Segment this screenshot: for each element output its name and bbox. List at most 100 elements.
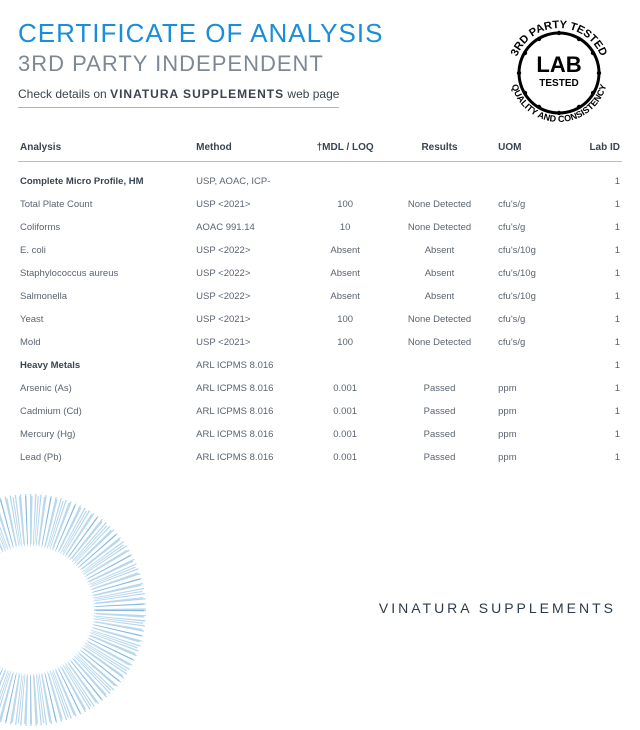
table-cell: Complete Micro Profile, HM: [18, 162, 194, 194]
table-cell: USP <2022>: [194, 262, 307, 285]
table-cell: Salmonella: [18, 285, 194, 308]
table-cell: cfu's/10g: [496, 285, 571, 308]
table-cell: ARL ICPMS 8.016: [194, 354, 307, 377]
decorative-ring: [0, 490, 150, 730]
check-suffix: web page: [284, 87, 339, 101]
table-cell: [307, 162, 382, 194]
table-cell: None Detected: [383, 193, 496, 216]
table-cell: 1: [572, 331, 622, 354]
table-cell: USP <2022>: [194, 285, 307, 308]
table-cell: cfu's/10g: [496, 239, 571, 262]
table-cell: Absent: [383, 285, 496, 308]
table-row: E. coliUSP <2022>AbsentAbsentcfu's/10g1: [18, 239, 622, 262]
table-cell: cfu's/g: [496, 308, 571, 331]
table-header-cell: Method: [194, 136, 307, 162]
table-cell: 0.001: [307, 423, 382, 446]
table-header-cell: Results: [383, 136, 496, 162]
table-cell: ppm: [496, 377, 571, 400]
table-cell: 1: [572, 308, 622, 331]
table-cell: [383, 162, 496, 194]
table-cell: [496, 162, 571, 194]
table-cell: Passed: [383, 377, 496, 400]
table-cell: 1: [572, 354, 622, 377]
table-cell: Arsenic (As): [18, 377, 194, 400]
table-cell: Absent: [383, 262, 496, 285]
table-row: MoldUSP <2021>100None Detectedcfu's/g1: [18, 331, 622, 354]
table-cell: USP <2021>: [194, 308, 307, 331]
table-cell: 100: [307, 193, 382, 216]
table-cell: 0.001: [307, 446, 382, 469]
table-cell: None Detected: [383, 308, 496, 331]
table-cell: Cadmium (Cd): [18, 400, 194, 423]
table-cell: [307, 354, 382, 377]
table-cell: Absent: [307, 285, 382, 308]
table-cell: Passed: [383, 446, 496, 469]
table-cell: cfu's/g: [496, 331, 571, 354]
table-row: Mercury (Hg)ARL ICPMS 8.0160.001Passedpp…: [18, 423, 622, 446]
table-cell: [383, 354, 496, 377]
table-cell: Absent: [307, 239, 382, 262]
table-cell: E. coli: [18, 239, 194, 262]
analysis-table-wrap: AnalysisMethod†MDL / LOQResultsUOMLab ID…: [0, 108, 640, 469]
table-cell: USP, AOAC, ICP-: [194, 162, 307, 194]
lab-tested-badge: 3RD PARTY TESTED QUALITY AND CONSISTENCY…: [496, 10, 622, 136]
table-cell: 1: [572, 262, 622, 285]
table-cell: Staphylococcus aureus: [18, 262, 194, 285]
table-cell: 0.001: [307, 377, 382, 400]
table-cell: ppm: [496, 400, 571, 423]
table-cell: 1: [572, 239, 622, 262]
footer-brand: VINATURA SUPPLEMENTS: [379, 600, 616, 616]
table-cell: 100: [307, 331, 382, 354]
table-header-cell: Analysis: [18, 136, 194, 162]
table-row: Staphylococcus aureusUSP <2022>AbsentAbs…: [18, 262, 622, 285]
table-cell: cfu's/g: [496, 193, 571, 216]
table-header-cell: UOM: [496, 136, 571, 162]
table-cell: Passed: [383, 400, 496, 423]
table-cell: Passed: [383, 423, 496, 446]
table-header-cell: †MDL / LOQ: [307, 136, 382, 162]
analysis-table: AnalysisMethod†MDL / LOQResultsUOMLab ID…: [18, 136, 622, 469]
table-row: Complete Micro Profile, HMUSP, AOAC, ICP…: [18, 162, 622, 194]
table-cell: ppm: [496, 423, 571, 446]
table-cell: 1: [572, 446, 622, 469]
table-cell: AOAC 991.14: [194, 216, 307, 239]
table-cell: 1: [572, 216, 622, 239]
table-row: Arsenic (As)ARL ICPMS 8.0160.001Passedpp…: [18, 377, 622, 400]
table-cell: 100: [307, 308, 382, 331]
table-row: YeastUSP <2021>100None Detectedcfu's/g1: [18, 308, 622, 331]
table-row: Lead (Pb)ARL ICPMS 8.0160.001Passedppm1: [18, 446, 622, 469]
table-cell: None Detected: [383, 216, 496, 239]
table-row: ColiformsAOAC 991.1410None Detectedcfu's…: [18, 216, 622, 239]
table-cell: USP <2021>: [194, 331, 307, 354]
table-row: SalmonellaUSP <2022>AbsentAbsentcfu's/10…: [18, 285, 622, 308]
badge-center-bottom: TESTED: [539, 78, 578, 89]
table-cell: ARL ICPMS 8.016: [194, 377, 307, 400]
table-row: Heavy MetalsARL ICPMS 8.0161: [18, 354, 622, 377]
table-body: Complete Micro Profile, HMUSP, AOAC, ICP…: [18, 162, 622, 470]
table-cell: Total Plate Count: [18, 193, 194, 216]
table-cell: [496, 354, 571, 377]
brand-name: VINATURA SUPPLEMENTS: [110, 87, 284, 101]
table-cell: 1: [572, 377, 622, 400]
table-cell: 0.001: [307, 400, 382, 423]
table-header-cell: Lab ID: [572, 136, 622, 162]
table-cell: Mercury (Hg): [18, 423, 194, 446]
table-cell: 1: [572, 285, 622, 308]
table-cell: Mold: [18, 331, 194, 354]
table-cell: None Detected: [383, 331, 496, 354]
check-details-line: Check details on VINATURA SUPPLEMENTS we…: [18, 87, 339, 108]
table-cell: 10: [307, 216, 382, 239]
table-cell: Absent: [383, 239, 496, 262]
badge-bottom-text: QUALITY AND CONSISTENCY: [510, 83, 609, 124]
table-cell: 1: [572, 400, 622, 423]
table-row: Total Plate CountUSP <2021>100None Detec…: [18, 193, 622, 216]
table-cell: ARL ICPMS 8.016: [194, 400, 307, 423]
svg-text:QUALITY AND CONSISTENCY: QUALITY AND CONSISTENCY: [510, 83, 609, 124]
table-row: Cadmium (Cd)ARL ICPMS 8.0160.001Passedpp…: [18, 400, 622, 423]
check-prefix: Check details on: [18, 87, 110, 101]
table-cell: cfu's/g: [496, 216, 571, 239]
table-cell: Lead (Pb): [18, 446, 194, 469]
table-cell: Coliforms: [18, 216, 194, 239]
table-cell: ppm: [496, 446, 571, 469]
table-cell: ARL ICPMS 8.016: [194, 446, 307, 469]
